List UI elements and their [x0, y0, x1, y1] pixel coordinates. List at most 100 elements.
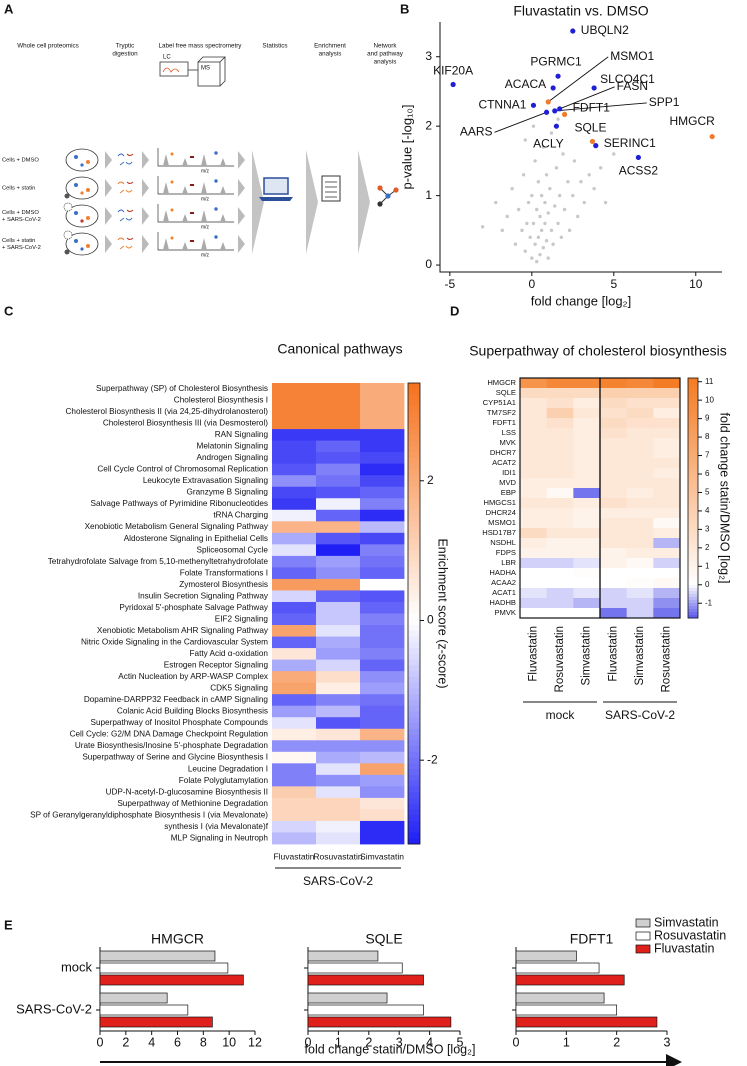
- heatmap-cell: [272, 740, 317, 753]
- colorbar-segment: [408, 567, 420, 574]
- colorbar-segment: [408, 394, 420, 401]
- colorbar-segment: [408, 757, 420, 764]
- row-label: CDK5 Signaling: [210, 684, 268, 693]
- colorbar-segment: [408, 596, 420, 603]
- heatmap-cell: [626, 528, 654, 539]
- peak-mark: [190, 156, 194, 158]
- heatmap-cell: [316, 486, 361, 499]
- spectrum-peak: [163, 182, 169, 194]
- heatmap-cell: [600, 568, 628, 579]
- colorbar-segment: [408, 705, 420, 712]
- colorbar-segment: [408, 417, 420, 424]
- heatmap-cell: [546, 588, 574, 599]
- colorbar-segment: [688, 429, 698, 433]
- leader-line: [494, 111, 547, 133]
- heatmap-cell: [520, 468, 548, 479]
- heatmap-cell: [600, 388, 628, 399]
- heatmap-cell: [360, 820, 405, 833]
- network-node: [393, 187, 399, 193]
- heatmap-cell: [626, 458, 654, 469]
- heatmap-cell: [360, 832, 405, 845]
- x-tick-label: 3: [396, 1035, 403, 1049]
- highlight-point: [545, 99, 551, 105]
- statin: [64, 249, 70, 255]
- point: [544, 173, 549, 177]
- heatmap-cell: [653, 478, 681, 489]
- flow-chevron: [238, 179, 245, 197]
- row-label: FDPS: [496, 548, 516, 557]
- x-tick-label: -5: [445, 277, 456, 291]
- point: [513, 242, 518, 246]
- x-tick-label: 0: [97, 1035, 104, 1049]
- heatmap-cell: [316, 763, 361, 776]
- colorbar-frame: [687, 377, 699, 619]
- colorbar-segment: [408, 578, 420, 586]
- colorbar-segment: [688, 561, 698, 565]
- colorbar-segment: [688, 537, 698, 541]
- bar: [99, 974, 244, 986]
- colorbar-segment: [688, 606, 698, 610]
- heatmap-cell: [653, 458, 681, 469]
- heatmap-cell: [272, 751, 317, 764]
- x-tick-label: 2: [122, 1035, 129, 1049]
- colorbar-segment: [688, 420, 698, 424]
- flow-chevron: [105, 235, 112, 253]
- x-tick-label: 3: [664, 1035, 671, 1049]
- colorbar-segment: [408, 769, 420, 776]
- point: [528, 235, 532, 239]
- x-tick-label: 6: [174, 1035, 181, 1049]
- point: [549, 131, 554, 135]
- heatmap-cell: [520, 538, 548, 549]
- colorbar-segment: [408, 682, 420, 689]
- heatmap-cell: [316, 636, 361, 649]
- heatmap-cell: [653, 588, 681, 599]
- peptides: [117, 153, 133, 166]
- condition-label: Cells + statin: [2, 238, 35, 244]
- row-label: LBR: [501, 558, 516, 567]
- point: [535, 259, 539, 264]
- colorbar-segment: [688, 426, 698, 430]
- ms-box: [197, 61, 221, 87]
- point: [587, 173, 591, 177]
- colorbar-segment: [688, 594, 698, 598]
- step-label: digestion: [112, 51, 138, 58]
- heatmap-cell: [653, 608, 681, 619]
- heatmap-cell: [316, 590, 361, 603]
- spectrum-axis: [157, 204, 234, 223]
- leader-line: [547, 56, 609, 103]
- cell: [65, 176, 99, 200]
- heatmap-cell: [316, 440, 361, 453]
- row-label: Superpathway of Inositol Phosphate Compo…: [90, 718, 268, 727]
- colorbar-segment: [408, 434, 420, 442]
- peptides: [117, 237, 133, 250]
- heatmap-cell: [360, 601, 405, 614]
- colorbar-segment: [408, 613, 420, 620]
- row-label: FDFT1: [492, 418, 516, 427]
- colorbar-segment: [688, 546, 698, 550]
- row-label: synthesis I (via Mevalonate)f: [164, 822, 268, 831]
- heatmap-cell: [360, 717, 405, 730]
- point: [530, 256, 534, 260]
- row-label: DHCR7: [490, 448, 516, 457]
- colorbar-segment: [408, 838, 420, 845]
- row-label: CYP51A1: [483, 398, 516, 407]
- colorbar-segment: [688, 585, 698, 589]
- point: [535, 207, 539, 212]
- heatmap-cell: [546, 598, 574, 609]
- cell-protein: [74, 183, 78, 187]
- flow-chevron: [142, 151, 149, 169]
- cell: [65, 148, 99, 172]
- lc-label: LC: [163, 55, 171, 61]
- heatmap-cell: [316, 498, 361, 511]
- cell-protein: [74, 211, 78, 215]
- point: [567, 228, 572, 233]
- point: [480, 225, 485, 229]
- heatmap-cell: [653, 528, 681, 539]
- colorbar-segment: [688, 435, 698, 439]
- colorbar-segment: [408, 792, 420, 799]
- heatmap-cell: [520, 378, 548, 389]
- x-tick-label: 12: [248, 1035, 262, 1049]
- heatmap-cell: [360, 429, 405, 442]
- heatmap-cell: [360, 440, 405, 453]
- colorbar-segment: [688, 519, 698, 523]
